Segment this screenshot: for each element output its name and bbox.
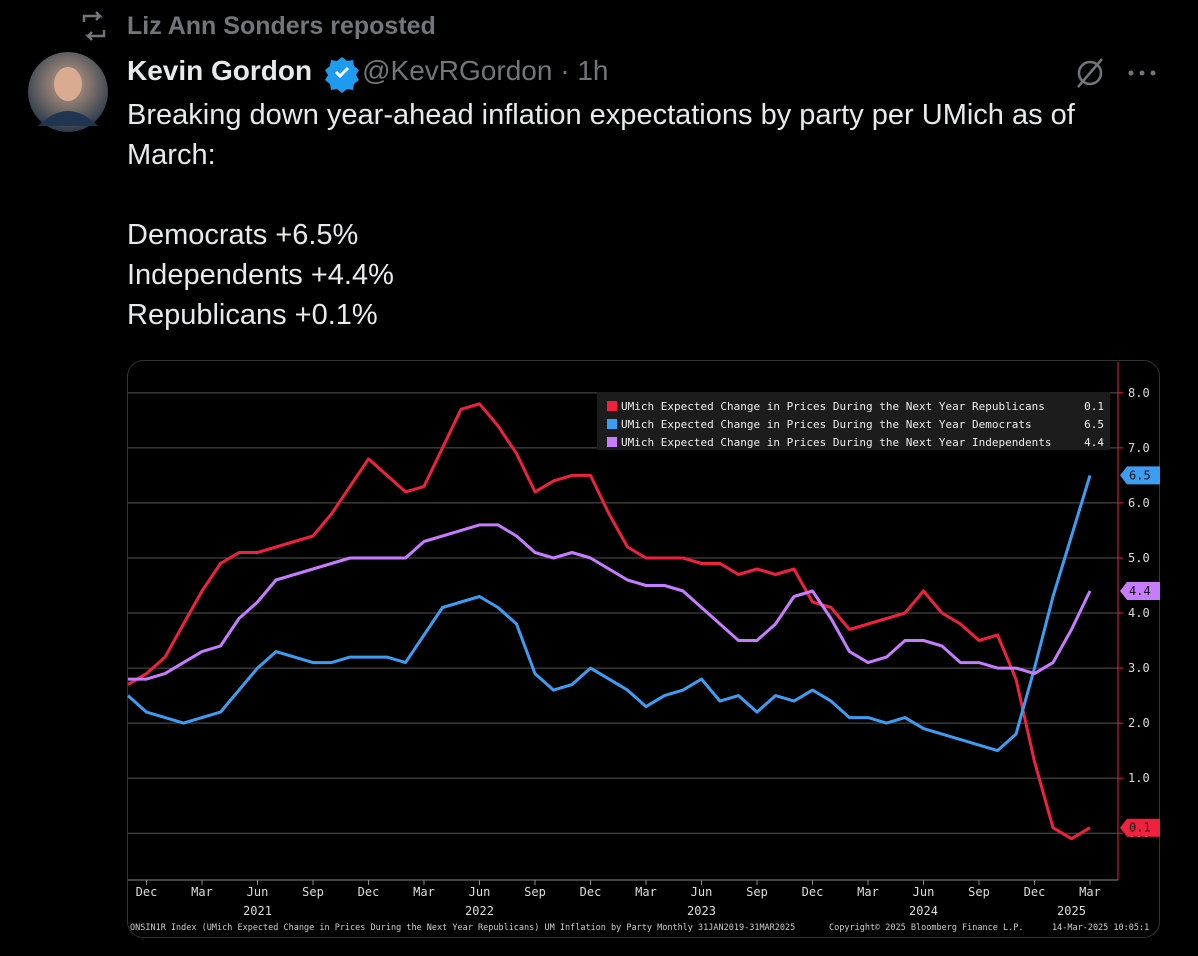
author-handle[interactable]: @KevRGordon xyxy=(362,55,553,86)
x-tick-label: Mar xyxy=(191,885,213,899)
legend-label: UMich Expected Change in Prices During t… xyxy=(621,418,1032,431)
y-tick-label: 4.0 xyxy=(1128,606,1150,620)
x-tick-label: Mar xyxy=(413,885,435,899)
chart-frame xyxy=(127,360,1160,938)
y-tick-label: 5.0 xyxy=(1128,551,1150,565)
x-tick-label: Dec xyxy=(580,885,602,899)
tweet-text: Independents +4.4% xyxy=(127,259,394,291)
y-tick-label: 3.0 xyxy=(1128,661,1150,675)
chart[interactable]: 0.01.02.03.04.05.06.07.08.0DecMarJunSepD… xyxy=(127,360,1160,938)
legend-swatch xyxy=(607,419,617,429)
tweet-text: Republicans +0.1% xyxy=(127,299,378,331)
y-tick-label: 8.0 xyxy=(1128,386,1150,400)
x-tick-label: Mar xyxy=(857,885,879,899)
tweet-icons xyxy=(28,11,1156,132)
tweet-body: Breaking down year-ahead inflation expec… xyxy=(127,95,1167,335)
value-flag xyxy=(1120,581,1160,600)
x-tick-label: Dec xyxy=(136,885,158,899)
x-tick-label: Mar xyxy=(1079,885,1101,899)
x-tick-label: Sep xyxy=(746,885,768,899)
avatar-body xyxy=(38,111,98,126)
repost-label: Liz Ann Sonders reposted xyxy=(127,12,436,40)
y-tick-label: 6.0 xyxy=(1128,496,1150,510)
value-flag-label: 4.4 xyxy=(1129,584,1151,598)
tweet-text: Democrats +6.5% xyxy=(127,219,359,251)
legend-swatch xyxy=(607,437,617,447)
grok-icon[interactable] xyxy=(1077,58,1103,88)
legend-label: UMich Expected Change in Prices During t… xyxy=(621,436,1051,449)
y-tick-label: 1.0 xyxy=(1128,771,1150,785)
x-year-label: 2021 xyxy=(243,904,272,918)
x-tick-label: Jun xyxy=(691,885,713,899)
x-tick-label: Dec xyxy=(358,885,380,899)
x-tick-label: Jun xyxy=(913,885,935,899)
x-year-label: 2024 xyxy=(909,904,938,918)
chart-copyright: Copyright© 2025 Bloomberg Finance L.P. xyxy=(829,923,1023,933)
legend-value: 6.5 xyxy=(1084,418,1104,431)
x-tick-label: Dec xyxy=(802,885,824,899)
x-tick-label: Sep xyxy=(968,885,990,899)
legend-swatch xyxy=(607,401,617,411)
repost-icon xyxy=(82,11,106,41)
chart-timestamp: 14-Mar-2025 10:05:1 xyxy=(1052,923,1149,933)
x-year-label: 2023 xyxy=(687,904,716,918)
timestamp[interactable]: 1h xyxy=(577,55,609,86)
series-line xyxy=(127,474,1092,753)
verified-badge xyxy=(325,57,359,93)
value-flag-label: 6.5 xyxy=(1129,468,1151,482)
x-tick-label: Jun xyxy=(247,885,269,899)
legend-value: 0.1 xyxy=(1084,400,1104,413)
x-tick-label: Jun xyxy=(469,885,491,899)
tweet-header: Kevin Gordon @KevRGordon · 1h xyxy=(127,55,608,87)
value-flag-label: 0.1 xyxy=(1129,821,1151,835)
legend-value: 4.4 xyxy=(1084,436,1104,449)
separator: · xyxy=(560,55,570,86)
x-year-label: 2025 xyxy=(1057,904,1086,918)
series-line xyxy=(128,523,1092,681)
x-tick-label: Sep xyxy=(524,885,546,899)
more-icon[interactable] xyxy=(1128,70,1156,76)
x-tick-label: Sep xyxy=(302,885,324,899)
value-flag xyxy=(1120,466,1160,485)
series-line xyxy=(127,402,1091,841)
x-tick-label: Mar xyxy=(635,885,657,899)
y-tick-label: 7.0 xyxy=(1128,441,1150,455)
tweet-text: Breaking down year-ahead inflation expec… xyxy=(127,99,1075,171)
x-year-label: 2022 xyxy=(465,904,494,918)
legend-box xyxy=(597,392,1110,450)
value-flag xyxy=(1120,818,1160,837)
legend-label: UMich Expected Change in Prices During t… xyxy=(621,400,1045,413)
avatar-face xyxy=(54,67,82,101)
author-name[interactable]: Kevin Gordon xyxy=(127,55,313,86)
y-tick-label: 2.0 xyxy=(1128,716,1150,730)
chart-source: ONSIN1R Index (UMich Expected Change in … xyxy=(130,923,795,933)
x-tick-label: Dec xyxy=(1024,885,1046,899)
